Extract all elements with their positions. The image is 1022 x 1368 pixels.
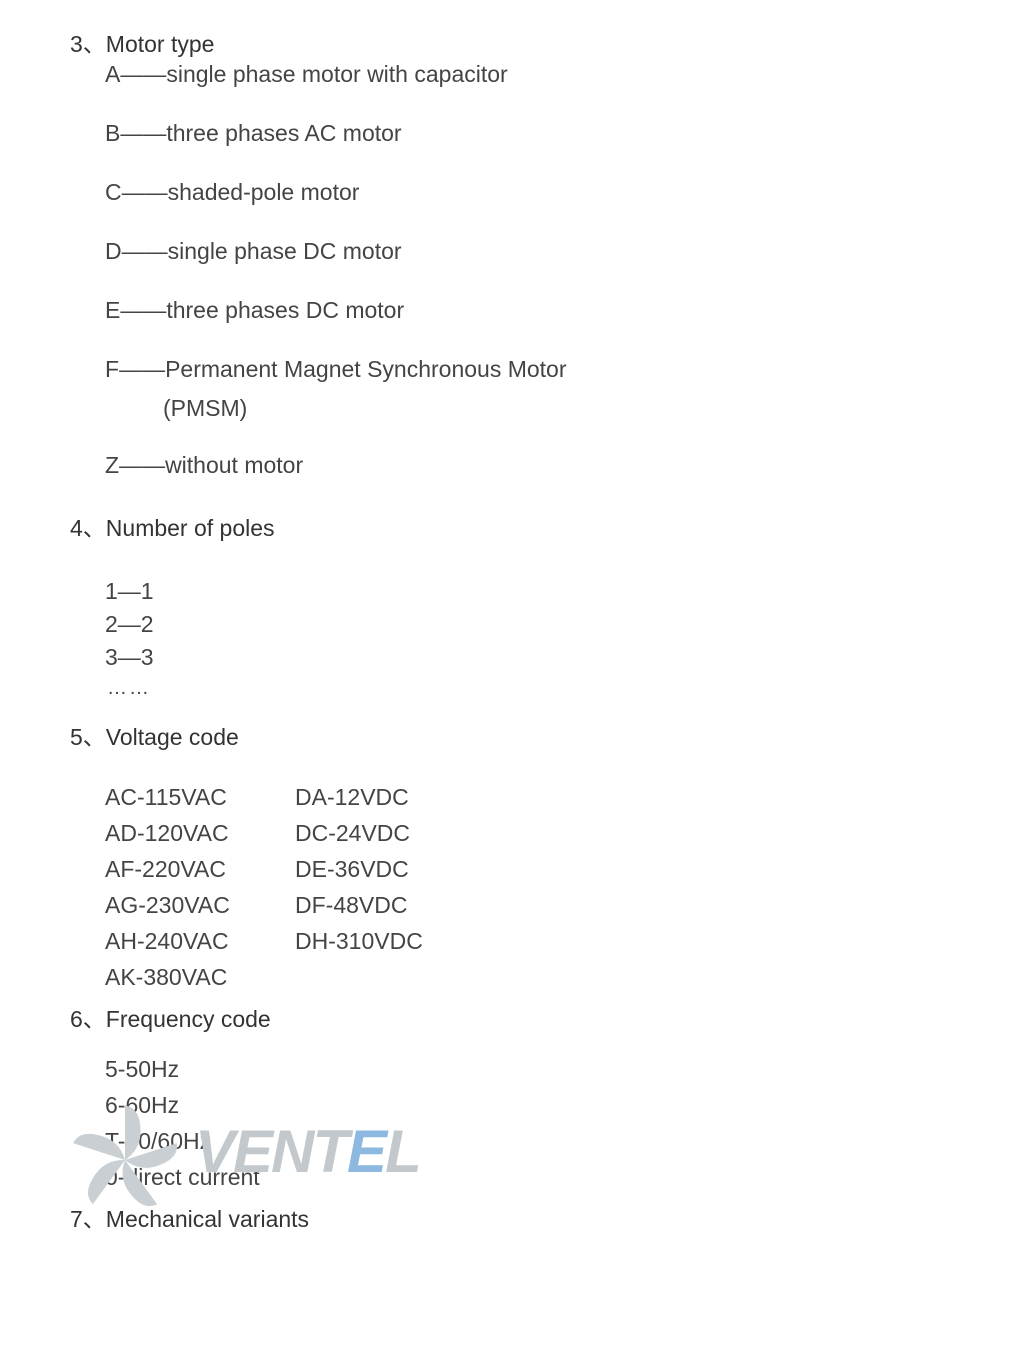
motor-type-item: F——Permanent Magnet Synchronous Motor — [105, 354, 1022, 385]
voltage-row: AD-120VACDC-24VDC — [105, 820, 1022, 847]
section-3-heading: 3、Motor type — [70, 25, 1022, 59]
voltage-row: AK-380VAC — [105, 964, 1022, 991]
voltage-row: AH-240VACDH-310VDC — [105, 928, 1022, 955]
motor-type-item: A——single phase motor with capacitor — [105, 59, 1022, 90]
voltage-list: AC-115VACDA-12VDC AD-120VACDC-24VDC AF-2… — [70, 784, 1022, 991]
frequency-list: 5-50Hz 6-60Hz T-50/60Hz 0-direct current — [70, 1056, 1022, 1191]
motor-type-item: Z——without motor — [105, 450, 1022, 481]
section-5-heading: 5、Voltage code — [70, 718, 1022, 752]
frequency-item: 6-60Hz — [105, 1092, 1022, 1119]
voltage-row: AF-220VACDE-36VDC — [105, 856, 1022, 883]
poles-item: 2—2 — [105, 611, 1022, 638]
section-6-heading: 6、Frequency code — [70, 1000, 1022, 1034]
motor-type-item: E——three phases DC motor — [105, 295, 1022, 326]
section-7-heading: 7、Mechanical variants — [70, 1200, 1022, 1234]
motor-type-item: B——three phases AC motor — [105, 118, 1022, 149]
pmsm-subtitle: (PMSM) — [105, 395, 1022, 422]
poles-list: 1—1 2—2 3—3 …… — [70, 578, 1022, 700]
frequency-item: 0-direct current — [105, 1164, 1022, 1191]
motor-type-item: D——single phase DC motor — [105, 236, 1022, 267]
poles-ellipsis: …… — [105, 677, 1022, 700]
frequency-item: 5-50Hz — [105, 1056, 1022, 1083]
motor-type-list: A——single phase motor with capacitor B——… — [70, 59, 1022, 481]
section-4-heading: 4、Number of poles — [70, 509, 1022, 543]
poles-item: 1—1 — [105, 578, 1022, 605]
motor-type-item: C——shaded-pole motor — [105, 177, 1022, 208]
voltage-row: AC-115VACDA-12VDC — [105, 784, 1022, 811]
poles-item: 3—3 — [105, 644, 1022, 671]
voltage-row: AG-230VACDF-48VDC — [105, 892, 1022, 919]
frequency-item: T-50/60Hz — [105, 1128, 1022, 1155]
